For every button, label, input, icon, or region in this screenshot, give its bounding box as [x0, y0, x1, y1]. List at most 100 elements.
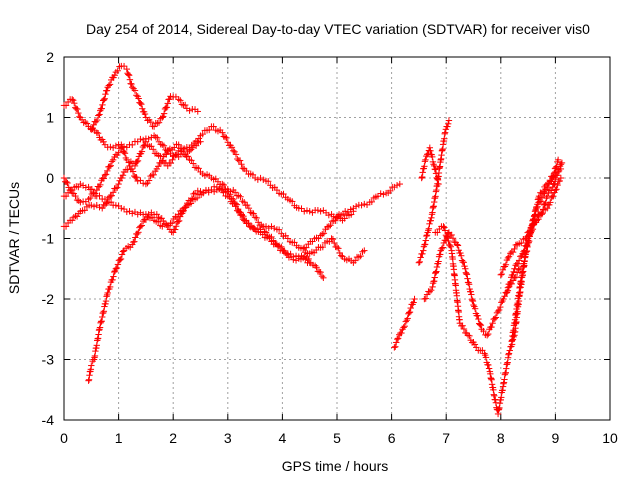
- data-point: [129, 84, 136, 91]
- data-point: [542, 199, 549, 207]
- x-axis-label: GPS time / hours: [282, 458, 389, 474]
- data-point: [230, 147, 237, 154]
- data-point: [112, 265, 120, 272]
- data-point: [245, 219, 252, 227]
- data-point: [199, 130, 206, 138]
- data-point: [544, 184, 552, 192]
- data-point: [421, 241, 429, 248]
- data-point: [154, 163, 162, 170]
- data-point: [134, 211, 141, 218]
- data-point: [145, 135, 152, 143]
- data-point: [77, 180, 84, 188]
- data-point: [175, 211, 182, 218]
- data-point: [175, 217, 183, 225]
- data-point: [306, 259, 313, 266]
- data-point: [138, 100, 145, 108]
- data-point: [268, 233, 275, 241]
- data-point: [289, 198, 296, 205]
- data-point: [423, 231, 431, 239]
- data-point: [551, 169, 558, 177]
- data-point: [110, 273, 117, 280]
- data-point: [337, 252, 345, 259]
- data-point: [113, 264, 121, 272]
- data-point: [465, 281, 473, 288]
- data-point: [303, 244, 310, 251]
- data-point: [428, 214, 435, 222]
- data-point: [405, 309, 413, 316]
- data-point: [250, 210, 257, 217]
- x-tick-label: 9: [552, 430, 560, 446]
- data-point: [554, 181, 561, 189]
- data-point: [557, 165, 565, 173]
- data-point: [188, 195, 196, 202]
- data-point: [426, 288, 434, 295]
- data-point: [123, 208, 130, 216]
- data-point: [125, 71, 132, 78]
- data-point: [329, 235, 337, 243]
- data-point: [103, 200, 110, 207]
- data-point: [121, 150, 129, 157]
- data-point: [442, 126, 450, 133]
- data-point: [541, 200, 549, 208]
- data-point: [224, 139, 231, 146]
- data-point: [465, 279, 472, 286]
- data-point: [445, 237, 452, 245]
- data-point: [260, 176, 267, 183]
- data-point: [404, 315, 411, 322]
- data-point: [99, 205, 106, 212]
- data-point: [174, 218, 182, 225]
- data-point: [314, 207, 322, 214]
- data-point: [164, 100, 171, 107]
- data-point: [255, 219, 262, 226]
- x-tick-label: 2: [169, 430, 177, 446]
- data-point: [141, 110, 149, 118]
- data-point: [358, 202, 365, 209]
- data-point: [556, 177, 563, 185]
- data-point: [62, 193, 70, 200]
- data-point: [120, 148, 128, 156]
- data-point: [155, 119, 163, 126]
- data-point: [109, 276, 116, 284]
- data-point: [491, 392, 498, 399]
- data-point: [470, 301, 477, 309]
- data-point: [116, 145, 124, 152]
- data-point: [504, 284, 512, 291]
- data-point: [150, 171, 157, 179]
- data-point: [100, 175, 107, 182]
- data-point: [394, 335, 402, 342]
- series-arc-10: [418, 144, 442, 188]
- data-point: [238, 161, 245, 168]
- data-point: [103, 293, 110, 300]
- data-point: [68, 96, 76, 103]
- data-point: [102, 171, 110, 178]
- data-point: [118, 144, 125, 151]
- data-point: [175, 141, 182, 148]
- data-point: [538, 211, 545, 218]
- data-point: [501, 293, 508, 300]
- data-point: [548, 187, 555, 194]
- data-point: [319, 243, 327, 251]
- data-point: [352, 257, 359, 264]
- x-tick-label: 5: [333, 430, 341, 446]
- data-point: [182, 101, 189, 109]
- data-point: [441, 129, 449, 136]
- data-point: [352, 203, 360, 210]
- data-point: [477, 322, 485, 329]
- data-point: [239, 165, 247, 172]
- data-point: [104, 289, 111, 297]
- data-point: [485, 365, 493, 372]
- data-point: [112, 185, 120, 192]
- data-point: [275, 226, 283, 233]
- data-point: [341, 208, 349, 215]
- data-point: [171, 226, 179, 233]
- data-point: [335, 245, 342, 252]
- data-point: [318, 273, 326, 280]
- data-point: [164, 162, 171, 170]
- data-point: [133, 174, 140, 181]
- data-point: [178, 145, 185, 152]
- data-point: [441, 227, 449, 234]
- data-point: [427, 147, 434, 154]
- data-point: [533, 205, 540, 212]
